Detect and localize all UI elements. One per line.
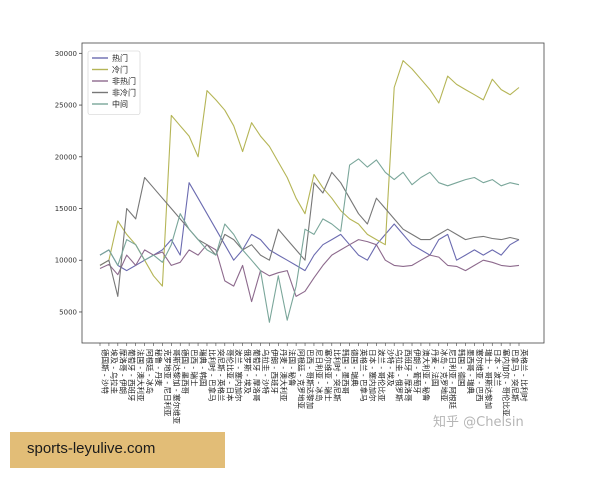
series-line-2 bbox=[99, 239, 520, 303]
x-tick-label: 阿根廷 - 克罗地亚 bbox=[297, 349, 307, 409]
site-banner[interactable]: sports-leyulive.com bbox=[10, 432, 225, 468]
legend-label: 热门 bbox=[112, 53, 128, 63]
x-tick-label: 伊朗 - 西班牙 bbox=[270, 349, 280, 394]
x-tick-label: 巴西 - 哥斯达黎加 bbox=[306, 349, 316, 409]
series-line-4 bbox=[99, 158, 520, 323]
x-tick-label: 乌拉圭 - 俄罗斯 bbox=[395, 349, 405, 402]
series-layer bbox=[99, 60, 520, 323]
series-line-3 bbox=[99, 171, 520, 297]
x-tick-label: 韩国 - 墨西哥 bbox=[341, 349, 351, 394]
x-tick-label: 瑞士 - 哥斯达黎加 bbox=[484, 349, 494, 409]
x-tick-label: 葡萄牙 - 摩洛哥 bbox=[252, 349, 262, 402]
x-tick-label: 俄罗斯 - 埃及 bbox=[243, 349, 253, 394]
x-tick-label: 丹麦 - 法国 bbox=[430, 349, 440, 386]
x-tick-label: 秘鲁 - 丹麦 bbox=[154, 349, 164, 387]
x-tick-label: 波兰 - 哥伦比亚 bbox=[377, 349, 387, 402]
legend-label: 中间 bbox=[112, 99, 128, 109]
y-tick-label: 15000 bbox=[55, 205, 77, 213]
x-tick-label: 哥伦比亚 - 日本 bbox=[225, 349, 235, 402]
x-tick-label: 西班牙 - 摩洛哥 bbox=[404, 349, 414, 402]
x-tick-label: 伊朗 - 葡萄牙 bbox=[413, 349, 423, 394]
x-tick-label: 法国 - 秘鲁 bbox=[288, 349, 298, 386]
x-tick-label: 墨西哥 - 瑞典 bbox=[466, 349, 476, 394]
legend-label: 非冷门 bbox=[112, 88, 136, 98]
y-tick-label: 10000 bbox=[55, 257, 77, 265]
legend-box bbox=[87, 50, 141, 115]
site-banner-text: sports-leyulive.com bbox=[27, 440, 156, 457]
x-tick-label: 法国 - 澳大利亚 bbox=[136, 349, 146, 402]
y-tick-label: 20000 bbox=[55, 153, 77, 161]
x-tick-label: 尼日利亚 - 阿根廷 bbox=[448, 349, 458, 409]
x-tick-label: 葡萄牙 - 西班牙 bbox=[127, 349, 137, 402]
legend-label: 冷门 bbox=[112, 65, 128, 75]
x-tick-label: 比利时 - 突尼斯 bbox=[332, 349, 342, 402]
x-tick-label: 塞内加尔 - 哥伦比亚 bbox=[502, 349, 512, 417]
x-tick-label: 哥斯达黎加 - 塞尔维亚 bbox=[172, 349, 182, 424]
x-tick-label: 巴拿马 - 突尼斯 bbox=[511, 349, 521, 402]
y-axis: 5000 10000 15000 20000 25000 30000 bbox=[55, 50, 82, 316]
x-tick-label: 英格兰 - 比利时 bbox=[520, 349, 530, 402]
x-tick-label: 尼日利亚 - 冰岛 bbox=[314, 349, 324, 401]
series-line-0 bbox=[99, 182, 520, 272]
x-tick-label: 澳大利亚 - 秘鲁 bbox=[421, 349, 431, 401]
x-tick-label: 乌拉圭 - 沙特 bbox=[261, 349, 271, 394]
x-tick-label: 埃及 - 乌拉圭 bbox=[109, 349, 119, 394]
x-tick-label: 比利时 - 巴拿马 bbox=[207, 349, 217, 401]
x-tick-label: 冰岛 - 克罗地亚 bbox=[439, 349, 449, 402]
x-tick-label: 德国斯 - 沙特 bbox=[101, 349, 111, 394]
x-tick-label: 摩洛哥 - 伊朗 bbox=[118, 349, 128, 394]
x-tick-label: 克罗地亚 - 尼日利亚 bbox=[163, 349, 173, 417]
series-line-1 bbox=[99, 60, 520, 287]
y-tick-label: 5000 bbox=[59, 308, 77, 316]
x-tick-label: 日本 - 波兰 bbox=[493, 349, 503, 387]
x-tick-label: 韩国 - 德国 bbox=[457, 349, 467, 386]
x-tick-label: 英格兰 - 巴拿马 bbox=[359, 349, 369, 401]
x-tick-label: 阿根廷 - 冰岛 bbox=[145, 349, 155, 394]
x-tick-label: 突尼斯 - 英格兰 bbox=[216, 349, 226, 402]
x-tick-label: 日本 - 塞内加尔 bbox=[368, 349, 378, 402]
watermark-text: 知乎 @Chelsin bbox=[433, 415, 524, 430]
x-tick-label: 丹麦 - 澳大利亚 bbox=[279, 349, 289, 402]
x-tick-label: 塞尔维亚 - 瑞士 bbox=[323, 349, 333, 402]
x-tick-label: 巴西 - 瑞士 bbox=[190, 349, 200, 387]
x-tick-label: 德国 - 瑞典 bbox=[350, 349, 360, 387]
x-tick-label: 德国 - 墨西哥 bbox=[181, 349, 191, 394]
y-tick-label: 25000 bbox=[55, 102, 77, 110]
x-axis: 德国斯 - 沙特 埃及 - 乌拉圭 摩洛哥 - 伊朗 葡萄牙 - 西班牙 法国 - 澳大… bbox=[99, 343, 530, 424]
y-tick-label: 30000 bbox=[55, 50, 77, 58]
x-tick-label: 波兰 - 塞内加尔 bbox=[234, 349, 244, 402]
x-tick-label: 沙特 - 埃及 bbox=[386, 349, 396, 387]
legend-label: 非热门 bbox=[112, 76, 136, 86]
x-tick-label: 塞尔维亚 - 巴西 bbox=[475, 349, 485, 402]
x-tick-label: 瑞典 - 韩国 bbox=[199, 349, 209, 386]
